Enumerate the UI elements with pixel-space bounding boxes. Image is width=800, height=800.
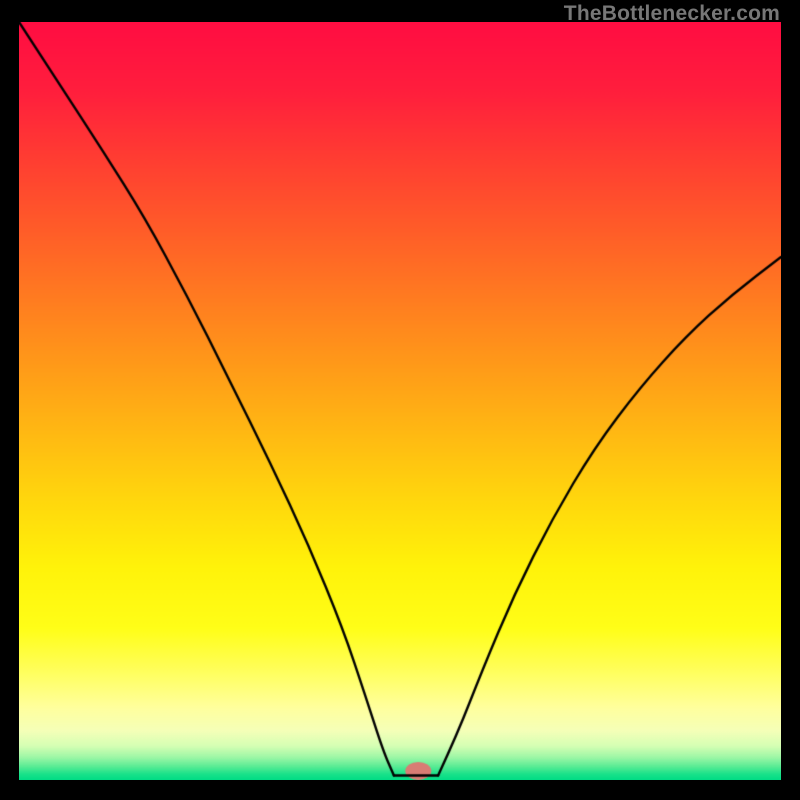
bottleneck-curve (19, 22, 781, 780)
plot-area (19, 22, 781, 780)
chart-stage: TheBottlenecker.com (0, 0, 800, 800)
watermark-text: TheBottlenecker.com (564, 2, 780, 26)
